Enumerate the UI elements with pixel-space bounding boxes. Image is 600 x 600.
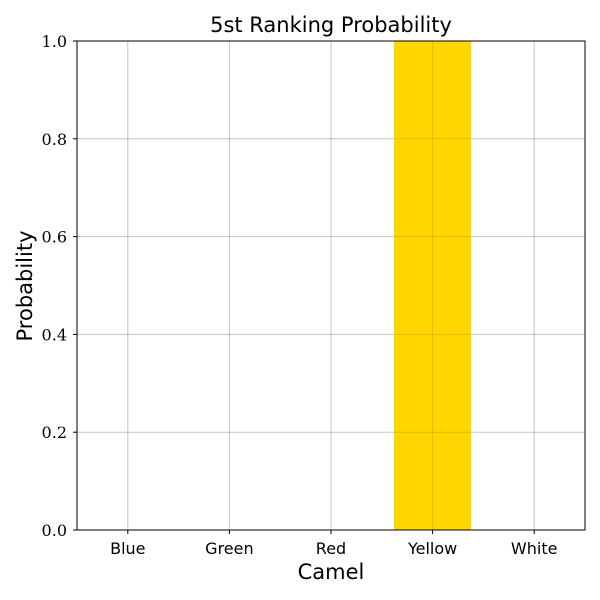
ticks: 0.0 0.2 0.4 0.6 0.8 1.0 Blue Green Red Yellow Whit… [42, 32, 558, 558]
x-axis-label: Camel [298, 560, 365, 584]
x-tick-label: Blue [110, 539, 145, 558]
y-tick-label: 0.6 [42, 228, 67, 247]
x-tick-label: White [511, 539, 558, 558]
bars [393, 41, 472, 530]
y-tick-label: 0.2 [42, 423, 67, 442]
x-tick-label: Yellow [407, 539, 457, 558]
y-tick-label: 0.0 [42, 521, 67, 540]
chart-title: 5st Ranking Probability [210, 13, 452, 37]
bar-yellow [393, 41, 472, 530]
y-tick-label: 0.4 [42, 325, 67, 344]
y-tick-label: 0.8 [42, 130, 67, 149]
grid-overlay [77, 40, 585, 531]
y-axis-label: Probability [13, 230, 37, 341]
x-tick-label: Red [316, 539, 346, 558]
y-tick-label: 1.0 [42, 32, 67, 51]
x-tick-label: Green [205, 539, 253, 558]
